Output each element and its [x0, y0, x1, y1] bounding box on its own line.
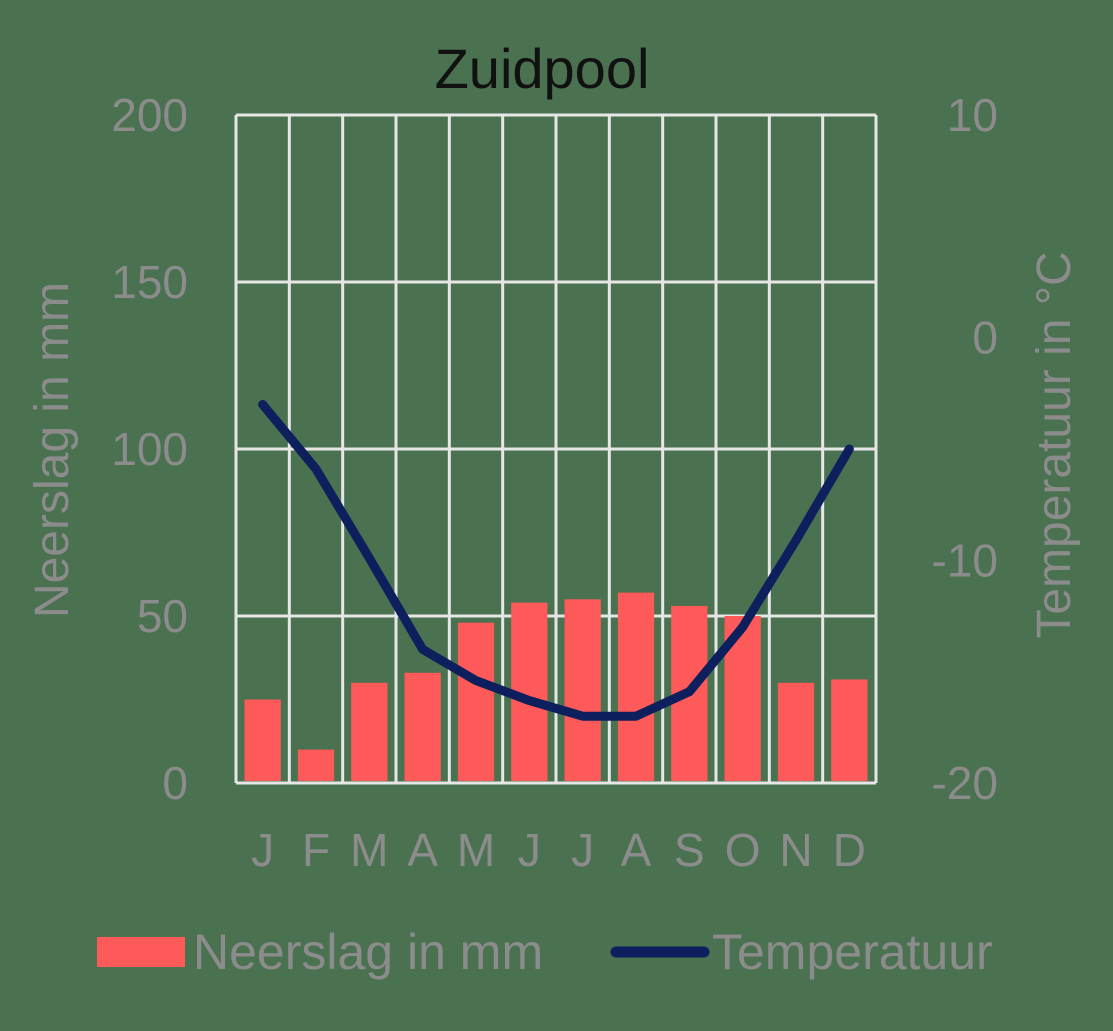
- month-label: S: [674, 824, 705, 876]
- month-label: J: [518, 824, 541, 876]
- right-tick-label: 0: [972, 312, 998, 364]
- precipitation-bar: [777, 682, 815, 781]
- month-label: O: [725, 824, 761, 876]
- right-tick-label: -20: [932, 757, 998, 809]
- temperature-line: [258, 399, 854, 721]
- left-axis-label: Neerslag in mm: [26, 282, 79, 618]
- legend-bar-swatch: [97, 937, 185, 967]
- temperature-polyline: [258, 399, 854, 721]
- right-axis-ticks: -20 -10 0 10: [932, 89, 998, 809]
- left-axis-ticks: 0 50 100 150 200: [111, 89, 188, 809]
- month-label: N: [779, 824, 812, 876]
- month-label: J: [571, 824, 594, 876]
- legend-line-label: Temperatuur: [712, 924, 993, 980]
- month-label: F: [302, 824, 330, 876]
- legend-bar-label: Neerslag in mm: [193, 924, 543, 980]
- precipitation-bars: [244, 592, 868, 781]
- right-tick-label: 10: [947, 89, 998, 141]
- right-tick-label: -10: [932, 534, 998, 586]
- chart-title: Zuidpool: [435, 37, 650, 100]
- left-tick-label: 100: [111, 423, 188, 475]
- month-label: M: [457, 824, 495, 876]
- legend: Neerslag in mm Temperatuur: [97, 924, 993, 980]
- month-label: J: [251, 824, 274, 876]
- precipitation-bar: [404, 672, 441, 781]
- month-label: A: [621, 824, 652, 876]
- precipitation-bar: [244, 699, 281, 781]
- precipitation-bar: [564, 599, 601, 781]
- month-label: M: [350, 824, 388, 876]
- precipitation-bar: [617, 592, 655, 781]
- precipitation-bar: [457, 622, 495, 781]
- left-tick-label: 150: [111, 256, 188, 308]
- month-label: D: [833, 824, 866, 876]
- precipitation-bar: [297, 749, 335, 781]
- left-tick-label: 0: [162, 757, 188, 809]
- month-label: A: [407, 824, 438, 876]
- precipitation-bar: [351, 682, 388, 781]
- left-tick-label: 200: [111, 89, 188, 141]
- plot-grid: [234, 113, 878, 785]
- right-axis-label: Temperatuur in °C: [1028, 251, 1081, 638]
- precipitation-bar: [831, 679, 868, 781]
- left-tick-label: 50: [137, 590, 188, 642]
